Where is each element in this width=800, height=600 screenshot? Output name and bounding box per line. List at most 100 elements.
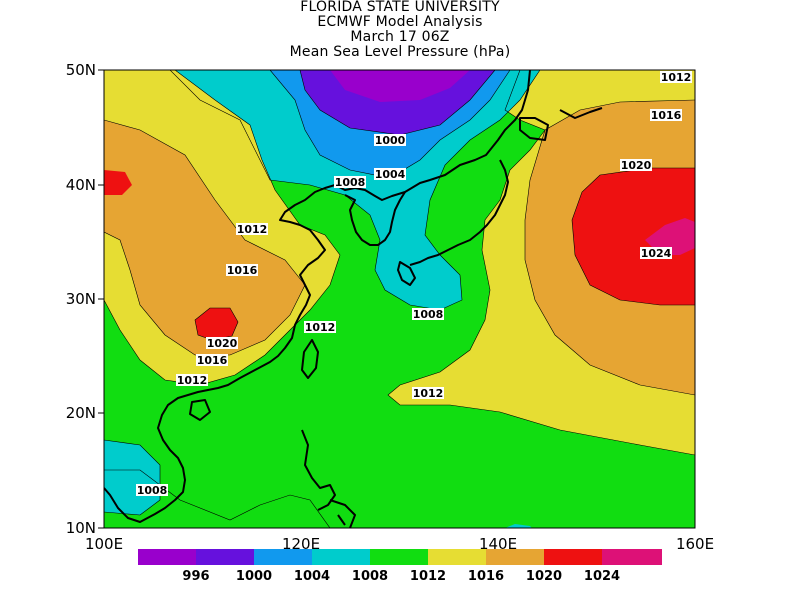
svg-text:1008: 1008	[335, 176, 366, 189]
legend-label: 1000	[236, 569, 272, 584]
title-institution: FLORIDA STATE UNIVERSITY	[300, 0, 500, 15]
svg-text:1020: 1020	[621, 159, 652, 172]
isobar-1008-north	[169, 70, 541, 311]
contour-label: 1012	[236, 223, 268, 236]
legend-swatch	[486, 549, 544, 565]
band-1020-1024-west-cell	[195, 308, 238, 340]
coast-korea	[344, 191, 406, 246]
band-gt1024-east	[645, 218, 695, 255]
legend-swatch	[544, 549, 602, 565]
contour-label: 1012	[176, 374, 208, 387]
svg-text:1012: 1012	[177, 374, 208, 387]
svg-text:1012: 1012	[305, 321, 336, 334]
band-1004-1008-south	[505, 524, 532, 528]
legend-label: 1012	[410, 569, 446, 584]
coast-japan-kyushu	[397, 261, 416, 286]
coast-japan-honshu	[409, 159, 509, 266]
isobar-1016-west	[104, 119, 306, 356]
svg-text:1008: 1008	[137, 484, 168, 497]
contour-label: 1000	[374, 134, 406, 147]
legend-swatch	[428, 549, 486, 565]
band-1020-1024-west-edge	[104, 170, 132, 195]
coastlines	[104, 70, 603, 528]
isobar-1008-southwest	[104, 439, 161, 516]
coast-taiwan	[301, 339, 319, 379]
legend-swatch	[138, 549, 196, 565]
ytick-label: 30N	[66, 290, 96, 308]
x-axis: 100E 120E 140E 160E	[85, 535, 714, 553]
coast-hainan	[189, 399, 211, 421]
contour-lines	[104, 70, 695, 528]
ytick-label: 10N	[66, 519, 96, 537]
legend-label: 1016	[468, 569, 504, 584]
legend-swatch	[196, 549, 254, 565]
contour-label: 1012	[412, 387, 444, 400]
legend-labels: 996 1000 1004 1008 1012 1016 1020 1024	[182, 569, 620, 584]
isobar-1012-west	[104, 70, 341, 386]
isobar-1020-east	[524, 99, 695, 396]
title-block: FLORIDA STATE UNIVERSITY ECMWF Model Ana…	[0, 0, 800, 60]
xtick-label: 120E	[282, 535, 320, 553]
isobar-1012-south	[104, 469, 331, 528]
svg-text:1000: 1000	[375, 134, 406, 147]
legend-colorbar	[138, 549, 662, 565]
contour-label: 1016	[650, 109, 682, 122]
legend-swatch	[370, 549, 428, 565]
contour-label: 1012	[660, 71, 692, 84]
ytick-label: 50N	[66, 61, 96, 79]
svg-text:1016: 1016	[197, 354, 228, 367]
band-1004-1008-southwest	[104, 440, 160, 515]
legend-swatch	[602, 549, 662, 565]
contour-label: 1008	[136, 484, 168, 497]
coast-japan-hokkaido	[519, 117, 549, 141]
band-lt996-north	[330, 70, 470, 102]
title-datetime: March 17 06Z	[350, 29, 450, 45]
pressure-fill-layer	[104, 70, 695, 528]
xtick-label: 160E	[676, 535, 714, 553]
y-axis: 50N 40N 30N 20N 10N	[66, 61, 104, 537]
legend-label: 996	[182, 569, 209, 584]
contour-label: 1008	[334, 176, 366, 189]
legend-swatch	[254, 549, 312, 565]
legend-label: 1020	[526, 569, 562, 584]
svg-text:1004: 1004	[375, 168, 406, 181]
svg-text:1016: 1016	[227, 264, 258, 277]
svg-text:1012: 1012	[237, 223, 268, 236]
contour-label: 1016	[196, 354, 228, 367]
contour-label: 1024	[640, 247, 672, 260]
svg-text:1008: 1008	[413, 308, 444, 321]
legend-label: 1008	[352, 569, 388, 584]
coast-philippines-luzon	[301, 429, 336, 511]
contour-label: 1020	[620, 159, 652, 172]
xtick-label: 100E	[85, 535, 123, 553]
contour-label: 1016	[226, 264, 258, 277]
isobar-1016-east	[387, 70, 695, 456]
contour-label: 1008	[412, 308, 444, 321]
band-1020-1024-east	[572, 168, 695, 305]
svg-text:1020: 1020	[207, 337, 238, 350]
isobar-1000-north	[299, 70, 496, 136]
isobar-1024-east	[571, 167, 695, 306]
legend-swatch	[312, 549, 370, 565]
legend-label: 1004	[294, 569, 330, 584]
svg-text:1012: 1012	[413, 387, 444, 400]
svg-text:1016: 1016	[651, 109, 682, 122]
legend-label: 1024	[584, 569, 620, 584]
title-variable: Mean Sea Level Pressure (hPa)	[289, 44, 511, 60]
band-1016-1020-west	[104, 120, 305, 355]
contour-label: 1020	[206, 337, 238, 350]
coast-philippines-mindanao	[329, 499, 356, 528]
contour-labels: 1012 1016 1020 1000 1004 1008 1012 1016 …	[136, 71, 692, 497]
coast-sakhalin	[559, 107, 603, 119]
ytick-label: 20N	[66, 404, 96, 422]
coast-mainland	[104, 70, 531, 523]
ytick-label: 40N	[66, 176, 96, 194]
title-model: ECMWF Model Analysis	[317, 14, 483, 30]
svg-text:1024: 1024	[641, 247, 672, 260]
contour-label: 1004	[374, 168, 406, 181]
svg-text:1012: 1012	[661, 71, 692, 84]
xtick-label: 140E	[479, 535, 517, 553]
isobar-1020-west	[194, 307, 239, 341]
contour-label: 1012	[304, 321, 336, 334]
